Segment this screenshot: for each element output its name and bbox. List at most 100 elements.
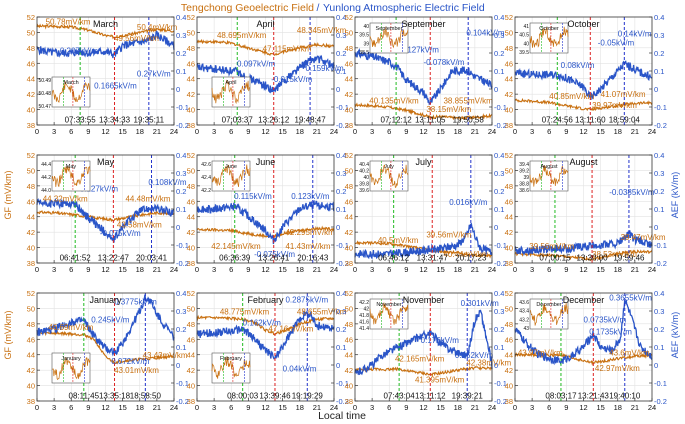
inset-frame	[211, 160, 251, 192]
x-tick-label: 15	[118, 127, 126, 136]
aef-tick-label: -0.1	[654, 241, 667, 250]
data-label: 0.0735kV/m	[584, 315, 627, 324]
aef-tick-label: 0.2	[654, 325, 664, 334]
aef-tick-label: 0	[654, 223, 658, 232]
aef-tick-label: 0.3	[494, 307, 504, 316]
x-tick-label: 21	[471, 127, 479, 136]
panels: 50.78mV/km 50.4mV/km 49.56mV/km 0.207kV/m 0.…	[27, 13, 667, 412]
gf-tick-label: 46	[505, 197, 513, 206]
x-tick-label: 21	[471, 403, 479, 412]
aef-series-line	[196, 310, 335, 360]
x-tick-label: 9	[86, 265, 90, 274]
time-label: 19:59:46	[613, 254, 645, 263]
inset-tick-label: 44.0	[41, 188, 51, 194]
x-tick-label: 12	[579, 127, 587, 136]
x-tick-label: 24	[330, 265, 338, 274]
aef-series-line	[196, 199, 335, 245]
x-tick-label: 3	[370, 403, 374, 412]
data-label: 48.695mV/km	[217, 31, 267, 40]
aef-tick-label: 0.2	[494, 325, 504, 334]
data-label: 38.53mV/km	[592, 250, 637, 259]
time-label: 18:59:04	[609, 116, 641, 125]
data-label: 43.97mV/km	[518, 348, 563, 357]
gf-tick-label: 52	[345, 151, 353, 160]
gf-tick-label: 46	[187, 59, 195, 68]
gf-tick-label: 40	[27, 244, 35, 253]
data-label: 49.56mV/km	[114, 34, 159, 43]
gf-tick-label: 52	[345, 13, 353, 22]
inset-series-line	[211, 164, 251, 187]
panel-may: 0.108kV/m 0.127kV/m44.32mV/km 44.48mV/km 43…	[27, 151, 189, 274]
x-tick-label: 15	[118, 403, 126, 412]
x-tick-label: 3	[370, 265, 374, 274]
aef-tick-label: 0.2	[176, 49, 186, 58]
aef-tick-label: 0.1	[176, 343, 186, 352]
panel-march: 50.78mV/km 50.4mV/km 49.56mV/km 0.207kV/m 0.…	[27, 13, 189, 136]
time-label: 08:11:45	[69, 392, 100, 401]
inset-series-line	[51, 357, 91, 381]
aef-tick-label: 0.4	[654, 289, 664, 298]
x-tick-label: 6	[547, 127, 551, 136]
inset-tick-label: 42.6	[201, 162, 211, 168]
panel-title: September	[401, 19, 445, 29]
data-label: -0.015kV/m	[271, 75, 312, 84]
x-tick-label: 6	[229, 265, 233, 274]
data-label: 39.47mV/km	[621, 233, 666, 242]
x-tick-label: 0	[195, 403, 199, 412]
gf-tick-label: 50	[187, 166, 195, 175]
gf-tick-label: 44	[27, 351, 35, 360]
panel-april: 48.695mV/km 48.345mV/km 47.115mV/km 0.097kV…	[187, 13, 349, 136]
data-label: 38.15mV/km	[426, 105, 471, 114]
x-tick-label: 9	[86, 127, 90, 136]
inset-series-line	[211, 79, 251, 105]
gf-tick-label: 38	[27, 259, 35, 268]
gf-series-line	[354, 102, 493, 121]
gf-tick-label: 48	[27, 182, 35, 191]
data-label: 39.56mV/km	[426, 231, 471, 240]
data-label: 0.3775kV/m	[114, 298, 157, 307]
aef-tick-label: 0.3	[176, 307, 186, 316]
x-tick-label: 0	[35, 265, 39, 274]
gf-tick-label: 38	[345, 121, 353, 130]
inset-tick-label: 40	[363, 24, 369, 30]
x-tick-label: 21	[631, 403, 639, 412]
gf-tick-label: 48	[187, 320, 195, 329]
gf-tick-label: 42	[345, 366, 353, 375]
gf-tick-label: 38	[27, 121, 35, 130]
time-label: 07:03:37	[222, 116, 254, 125]
x-tick-label: 0	[353, 265, 357, 274]
panel-title: February	[247, 295, 284, 305]
time-label: 07:43:04	[384, 392, 416, 401]
data-label: 42.38mV/km	[466, 359, 511, 368]
time-label: 13:22:47	[98, 254, 130, 263]
gf-tick-label: 50	[345, 28, 353, 37]
gf-tick-label: 42	[187, 366, 195, 375]
gf-tick-label: 46	[187, 197, 195, 206]
figure-title-separator: /	[317, 2, 320, 14]
gf-tick-label: 50	[505, 28, 513, 37]
x-tick-label: 15	[596, 265, 604, 274]
inset-series-line	[369, 302, 409, 325]
x-tick-label: 3	[52, 265, 56, 274]
gf-tick-label: 46	[345, 197, 353, 206]
aef-tick-label: 0	[494, 223, 498, 232]
inset-frame	[529, 298, 569, 330]
gf-tick-label: 48	[27, 44, 35, 53]
inset-tick-label: 43.6	[519, 300, 529, 306]
x-tick-label: 3	[530, 403, 534, 412]
inset-tick-label: 50.49	[38, 78, 51, 84]
x-tick-label: 21	[153, 265, 161, 274]
panel-title: June	[256, 157, 276, 167]
time-label: 07:24:56	[542, 116, 574, 125]
time-label: 19:19:29	[292, 392, 324, 401]
gf-series-line	[196, 225, 335, 240]
inset-tick-label: 39	[363, 41, 369, 47]
gf-series-line	[36, 23, 175, 40]
aef-tick-label: 0.4	[336, 13, 346, 22]
x-tick-label: 3	[530, 127, 534, 136]
x-tick-label: 24	[648, 403, 656, 412]
x-tick-label: 6	[229, 127, 233, 136]
gf-tick-label: 40	[187, 106, 195, 115]
gf-tick-label: 40	[187, 244, 195, 253]
data-label: 48.345mV/km	[297, 26, 347, 35]
